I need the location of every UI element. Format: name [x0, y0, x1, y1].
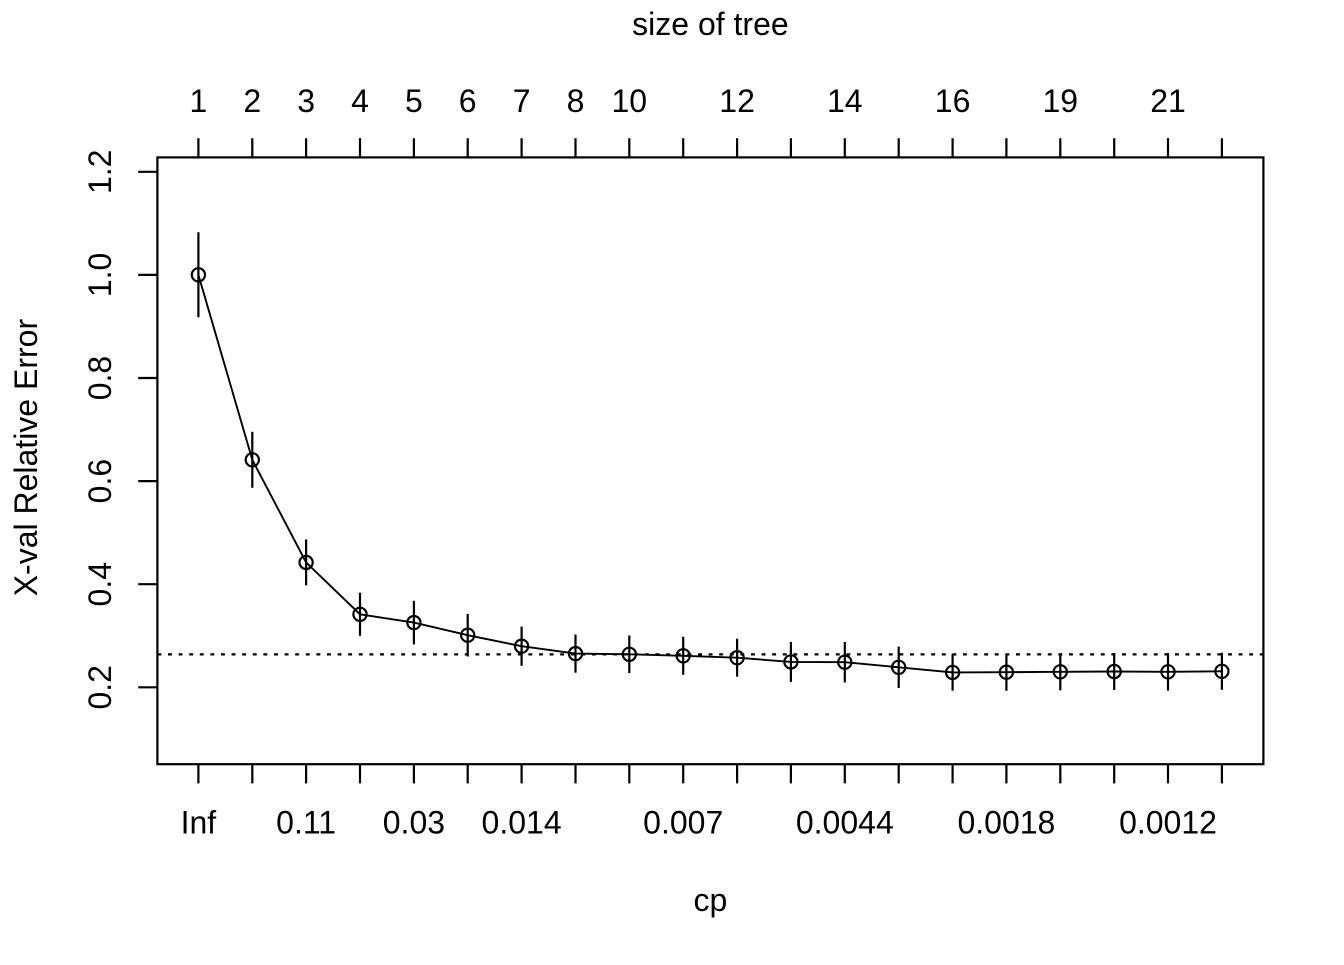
svg-text:2: 2: [243, 83, 261, 119]
svg-text:0.007: 0.007: [643, 805, 723, 841]
svg-text:0.4: 0.4: [82, 562, 118, 606]
svg-text:10: 10: [612, 83, 648, 119]
svg-text:Inf: Inf: [181, 805, 217, 841]
svg-text:0.0018: 0.0018: [957, 805, 1055, 841]
svg-text:0.6: 0.6: [82, 459, 118, 503]
svg-text:0.11: 0.11: [276, 805, 336, 841]
svg-text:size of tree: size of tree: [632, 6, 789, 42]
svg-text:X-val Relative Error: X-val Relative Error: [8, 319, 44, 597]
svg-text:0.014: 0.014: [482, 805, 562, 841]
svg-text:19: 19: [1043, 83, 1079, 119]
svg-text:0.8: 0.8: [82, 356, 118, 400]
svg-text:21: 21: [1150, 83, 1186, 119]
svg-text:0.0012: 0.0012: [1119, 805, 1217, 841]
svg-text:1.0: 1.0: [82, 253, 118, 297]
svg-text:cp: cp: [694, 882, 728, 918]
svg-text:12: 12: [719, 83, 755, 119]
svg-text:6: 6: [459, 83, 477, 119]
svg-text:4: 4: [351, 83, 369, 119]
svg-text:1: 1: [190, 83, 208, 119]
svg-text:14: 14: [827, 83, 863, 119]
svg-text:5: 5: [405, 83, 423, 119]
svg-text:7: 7: [513, 83, 531, 119]
svg-text:1.2: 1.2: [82, 150, 118, 194]
svg-text:0.03: 0.03: [383, 805, 445, 841]
svg-text:0.2: 0.2: [82, 665, 118, 709]
svg-text:0.0044: 0.0044: [796, 805, 894, 841]
svg-text:8: 8: [567, 83, 585, 119]
svg-text:16: 16: [935, 83, 971, 119]
svg-text:3: 3: [297, 83, 315, 119]
